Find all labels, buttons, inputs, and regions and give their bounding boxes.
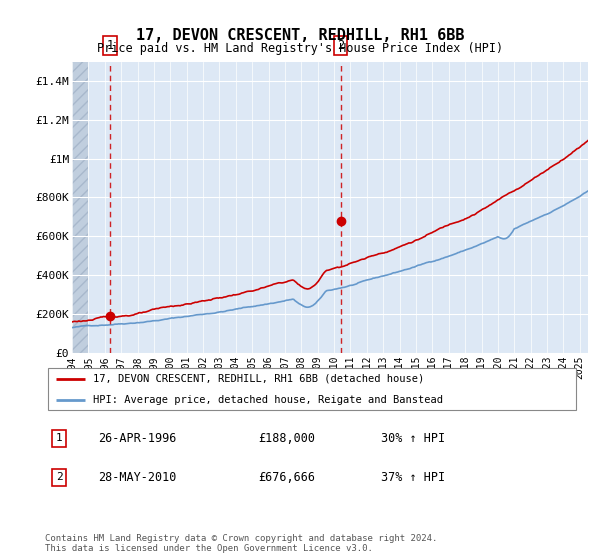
Text: 2: 2 (56, 472, 62, 482)
Text: £676,666: £676,666 (259, 471, 316, 484)
Text: Price paid vs. HM Land Registry's House Price Index (HPI): Price paid vs. HM Land Registry's House … (97, 42, 503, 55)
FancyBboxPatch shape (47, 367, 577, 410)
Text: HPI: Average price, detached house, Reigate and Banstead: HPI: Average price, detached house, Reig… (93, 395, 443, 405)
Text: 17, DEVON CRESCENT, REDHILL, RH1 6BB (detached house): 17, DEVON CRESCENT, REDHILL, RH1 6BB (de… (93, 374, 424, 384)
Text: 30% ↑ HPI: 30% ↑ HPI (382, 432, 446, 445)
Text: 17, DEVON CRESCENT, REDHILL, RH1 6BB: 17, DEVON CRESCENT, REDHILL, RH1 6BB (136, 29, 464, 43)
Bar (72, 62, 88, 353)
Text: 1: 1 (106, 39, 113, 52)
Text: 2: 2 (337, 39, 344, 52)
Text: 28-MAY-2010: 28-MAY-2010 (98, 471, 177, 484)
Text: Contains HM Land Registry data © Crown copyright and database right 2024.
This d: Contains HM Land Registry data © Crown c… (45, 534, 437, 553)
Text: 1: 1 (56, 433, 62, 444)
Text: 37% ↑ HPI: 37% ↑ HPI (382, 471, 446, 484)
Text: £188,000: £188,000 (259, 432, 316, 445)
Text: 26-APR-1996: 26-APR-1996 (98, 432, 177, 445)
